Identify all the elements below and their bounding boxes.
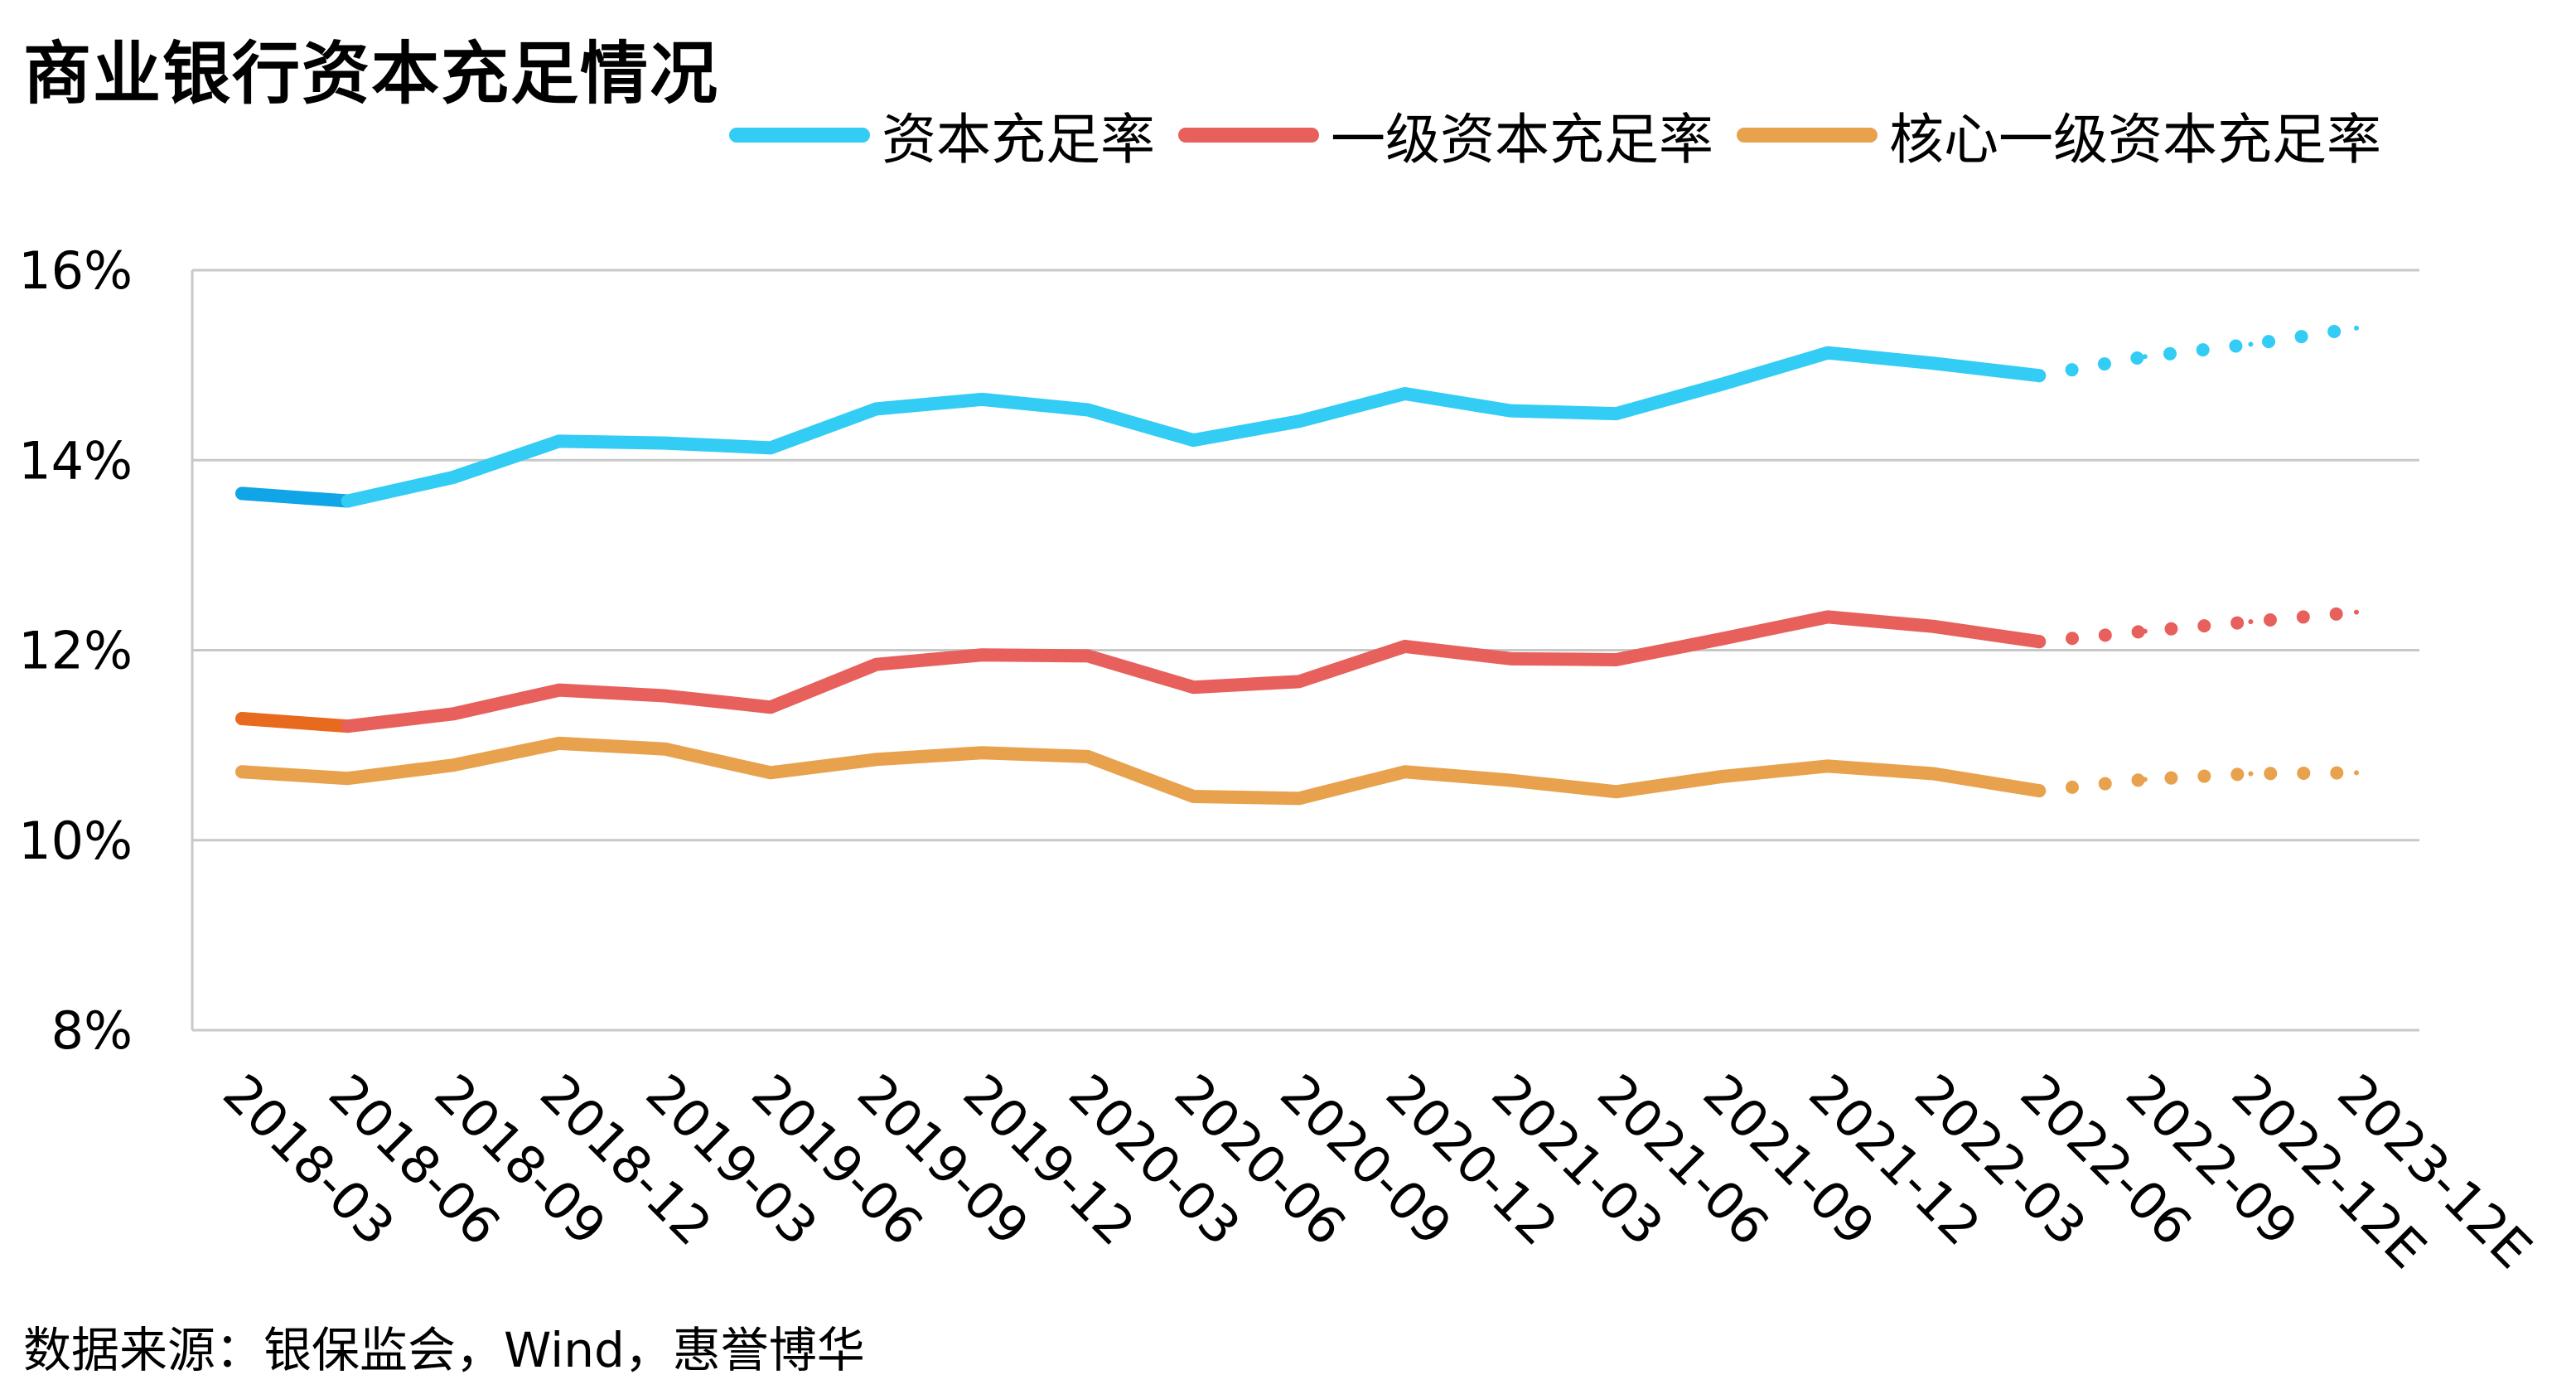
y-tick-label: 14% <box>18 430 133 491</box>
series-line <box>341 346 2047 508</box>
y-tick-label: 10% <box>18 811 133 871</box>
series-forecast-line <box>2032 605 2363 649</box>
legend-item-capital-adequacy: 资本充足率 <box>729 95 1155 175</box>
legend-swatch <box>729 128 870 143</box>
data-point <box>2248 619 2254 625</box>
data-point <box>2354 609 2359 615</box>
data-point <box>2037 373 2042 379</box>
legend-item-core-tier1: 核心一级资本充足率 <box>1737 95 2381 175</box>
data-point <box>2037 639 2042 645</box>
series-forecast-line <box>2032 321 2363 383</box>
legend-swatch <box>1737 128 1878 143</box>
legend-label: 核心一级资本充足率 <box>1889 108 2381 172</box>
data-point <box>2142 628 2148 634</box>
data-point <box>2037 788 2042 794</box>
series-line <box>341 610 2047 733</box>
legend-label: 一级资本充足率 <box>1331 108 1713 172</box>
source-note: 数据来源：银保监会，Wind，惠誉博华 <box>23 1322 865 1378</box>
chart-legend: 资本充足率 一级资本充足率 核心一级资本充足率 <box>729 98 2404 172</box>
series-line <box>341 736 2047 806</box>
y-tick-label: 12% <box>18 621 133 681</box>
series-forecast-line <box>2032 766 2363 798</box>
data-point <box>2248 771 2254 777</box>
legend-label: 资本充足率 <box>882 108 1155 172</box>
data-point <box>2142 777 2148 782</box>
series-line-start-segment <box>235 765 355 786</box>
chart-title: 商业银行资本充足情况 <box>23 35 720 114</box>
data-point <box>2354 770 2359 776</box>
data-point <box>2354 325 2359 331</box>
series-line-start-segment <box>235 487 355 508</box>
data-point <box>2142 354 2148 360</box>
legend-swatch <box>1178 128 1319 143</box>
y-tick-label: 16% <box>18 240 133 301</box>
data-point <box>2248 341 2254 347</box>
series-line-start-segment <box>235 712 355 733</box>
y-tick-label: 8% <box>51 1000 133 1061</box>
legend-item-tier1: 一级资本充足率 <box>1178 95 1713 175</box>
